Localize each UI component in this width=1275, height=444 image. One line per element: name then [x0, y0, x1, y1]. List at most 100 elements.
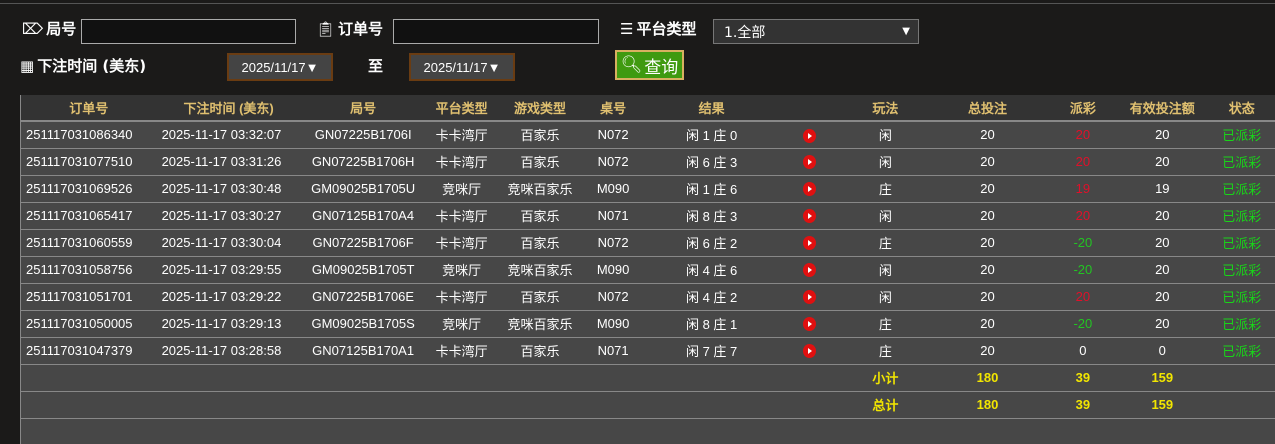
payout-cell: 19 [1043, 175, 1123, 203]
game-type-cell: 竞咪百家乐 [497, 256, 583, 284]
play-icon[interactable] [802, 209, 816, 224]
column-header [779, 95, 839, 122]
empty-cell [1202, 364, 1275, 392]
platform-select[interactable]: 1.全部 ▼ [713, 19, 919, 44]
replay-cell[interactable] [779, 175, 839, 203]
bet-time-cell: 2025-11-17 03:28:58 [156, 337, 301, 365]
status-cell: 已派彩 [1202, 310, 1275, 338]
status-cell: 已派彩 [1202, 337, 1275, 365]
column-header: 局号 [300, 95, 426, 122]
valid-bet-cell: 0 [1122, 337, 1203, 365]
bet-time-cell: 2025-11-17 03:30:04 [156, 229, 301, 257]
order-label: 📋︎ 订单号 [316, 19, 384, 39]
table-no-cell: N071 [582, 202, 644, 230]
valid-bet-cell: 20 [1122, 121, 1203, 149]
replay-cell[interactable] [779, 148, 839, 176]
play-icon[interactable] [802, 182, 816, 197]
replay-cell[interactable] [779, 310, 839, 338]
play-icon[interactable] [802, 128, 816, 143]
platform-cell: 竞咪厅 [425, 310, 498, 338]
clipboard-icon: 📋︎ [316, 19, 336, 38]
status-cell: 已派彩 [1202, 229, 1275, 257]
round-id-cell: GN07125B170A4 [300, 202, 426, 230]
grandtotal-row: 总计 180 39 159 [21, 391, 1275, 419]
empty-cell [425, 364, 498, 392]
bet-type-cell: 庄 [838, 229, 932, 257]
replay-cell[interactable] [779, 337, 839, 365]
search-icon: 🔍︎ [620, 55, 643, 75]
order-id-cell: 251117031047379 [21, 337, 157, 365]
order-id-cell: 251117031051701 [21, 283, 157, 311]
round-input[interactable] [81, 19, 296, 44]
replay-cell[interactable] [779, 202, 839, 230]
play-icon[interactable] [802, 317, 816, 332]
round-id-cell: GN07225B1706F [300, 229, 426, 257]
play-icon[interactable] [802, 236, 816, 251]
grandtotal-valid-bet: 159 [1122, 391, 1203, 419]
replay-cell[interactable] [779, 256, 839, 284]
grandtotal-label: 总计 [838, 391, 932, 419]
game-type-cell: 百家乐 [497, 337, 583, 365]
subtotal-total-bet: 180 [931, 364, 1044, 392]
play-icon[interactable] [802, 290, 816, 305]
subtotal-valid-bet: 159 [1122, 364, 1203, 392]
empty-cell [643, 391, 780, 419]
total-bet-cell: 20 [931, 256, 1044, 284]
tag-icon: ⌦ [22, 19, 44, 38]
round-id-cell: GM09025B1705U [300, 175, 426, 203]
payout-cell: 20 [1043, 283, 1123, 311]
empty-cell [497, 364, 583, 392]
bet-time-cell: 2025-11-17 03:32:07 [156, 121, 301, 149]
result-cell: 闲 6 庄 3 [643, 148, 780, 176]
order-id-cell: 251117031069526 [21, 175, 157, 203]
total-bet-cell: 20 [931, 229, 1044, 257]
status-cell: 已派彩 [1202, 175, 1275, 203]
round-id-cell: GN07125B170A1 [300, 337, 426, 365]
total-bet-cell: 20 [931, 337, 1044, 365]
valid-bet-cell: 19 [1122, 175, 1203, 203]
table-row: 251117031065417 2025-11-17 03:30:27 GN0712… [21, 202, 1275, 230]
valid-bet-cell: 20 [1122, 310, 1203, 338]
payout-cell: -20 [1043, 310, 1123, 338]
replay-cell[interactable] [779, 229, 839, 257]
replay-cell[interactable] [779, 121, 839, 149]
result-cell: 闲 7 庄 7 [643, 337, 780, 365]
empty-cell [156, 391, 301, 419]
bet-type-cell: 庄 [838, 175, 932, 203]
bet-type-cell: 闲 [838, 148, 932, 176]
game-type-cell: 百家乐 [497, 229, 583, 257]
subtotal-payout: 39 [1043, 364, 1123, 392]
subtotal-label: 小计 [838, 364, 932, 392]
order-input[interactable] [393, 19, 599, 44]
play-icon[interactable] [802, 344, 816, 359]
result-cell: 闲 6 庄 2 [643, 229, 780, 257]
column-header: 订单号 [21, 95, 157, 122]
status-cell: 已派彩 [1202, 121, 1275, 149]
table-row: 251117031060559 2025-11-17 03:30:04 GN0722… [21, 229, 1275, 257]
valid-bet-cell: 20 [1122, 283, 1203, 311]
result-cell: 闲 8 庄 3 [643, 202, 780, 230]
order-id-cell: 251117031060559 [21, 229, 157, 257]
table-no-cell: N071 [582, 337, 644, 365]
column-header: 玩法 [838, 95, 932, 122]
bet-type-cell: 闲 [838, 202, 932, 230]
query-button[interactable]: 🔍︎ 查询 [615, 50, 684, 80]
table-row: 251117031086340 2025-11-17 03:32:07 GN0722… [21, 121, 1275, 149]
column-header: 状态 [1202, 95, 1275, 122]
valid-bet-cell: 20 [1122, 229, 1203, 257]
payout-cell: 20 [1043, 121, 1123, 149]
payout-cell: -20 [1043, 229, 1123, 257]
empty-cell [425, 391, 498, 419]
table-row: 251117031069526 2025-11-17 03:30:48 GM0902… [21, 175, 1275, 203]
chevron-down-icon: ▼ [902, 26, 910, 37]
table-row: 251117031058756 2025-11-17 03:29:55 GM0902… [21, 256, 1275, 284]
date-to-picker[interactable]: 2025/11/17▼ [409, 53, 515, 81]
date-from-picker[interactable]: 2025/11/17▼ [227, 53, 333, 81]
column-header: 总投注 [931, 95, 1044, 122]
bet-time-cell: 2025-11-17 03:30:27 [156, 202, 301, 230]
empty-cell [779, 391, 839, 419]
play-icon[interactable] [802, 263, 816, 278]
bet-time-cell: 2025-11-17 03:29:55 [156, 256, 301, 284]
play-icon[interactable] [802, 155, 816, 170]
replay-cell[interactable] [779, 283, 839, 311]
